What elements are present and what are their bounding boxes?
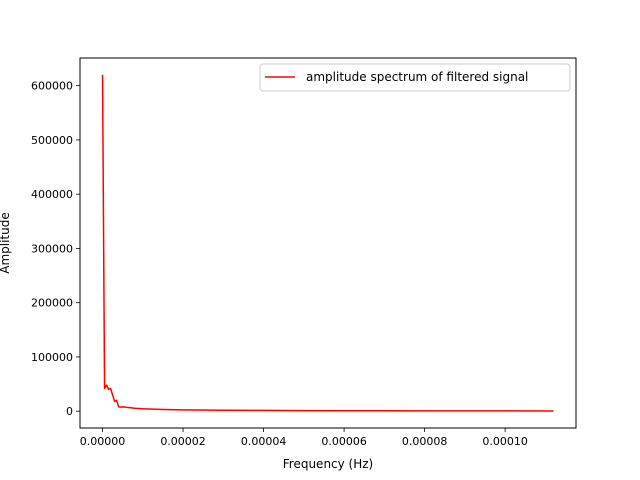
y-tick-label: 100000 [31,351,73,364]
y-tick-label: 500000 [31,134,73,147]
y-tick-label: 600000 [31,80,73,93]
x-tick-label: 0.00006 [321,435,367,448]
axes-frame [79,57,577,429]
plot-area [79,57,577,429]
y-axis-label: Amplitude [0,212,12,274]
x-tick-label: 0.00000 [80,435,126,448]
y-tick-label: 0 [66,405,73,418]
legend: amplitude spectrum of filtered signal [259,63,571,92]
x-tick-label: 0.00002 [160,435,206,448]
legend-box [259,63,571,92]
series-line [101,74,554,412]
x-tick-label: 0.00008 [402,435,448,448]
x-tick-label: 0.00004 [241,435,287,448]
y-tick-label: 200000 [31,297,73,310]
legend-label: amplitude spectrum of filtered signal [306,70,528,84]
y-tick-label: 400000 [31,188,73,201]
y-tick-label: 300000 [31,242,73,255]
x-tick-label: 0.00010 [482,435,528,448]
x-axis-label: Frequency (Hz) [283,457,374,471]
series-layer [101,74,554,412]
x-axis-ticks: 0.00000 0.00002 0.00004 0.00006 0.00008 0.000… [80,428,528,448]
y-axis-ticks: 0 100000 200000 300000 400000 500000 600000 [31,80,80,418]
